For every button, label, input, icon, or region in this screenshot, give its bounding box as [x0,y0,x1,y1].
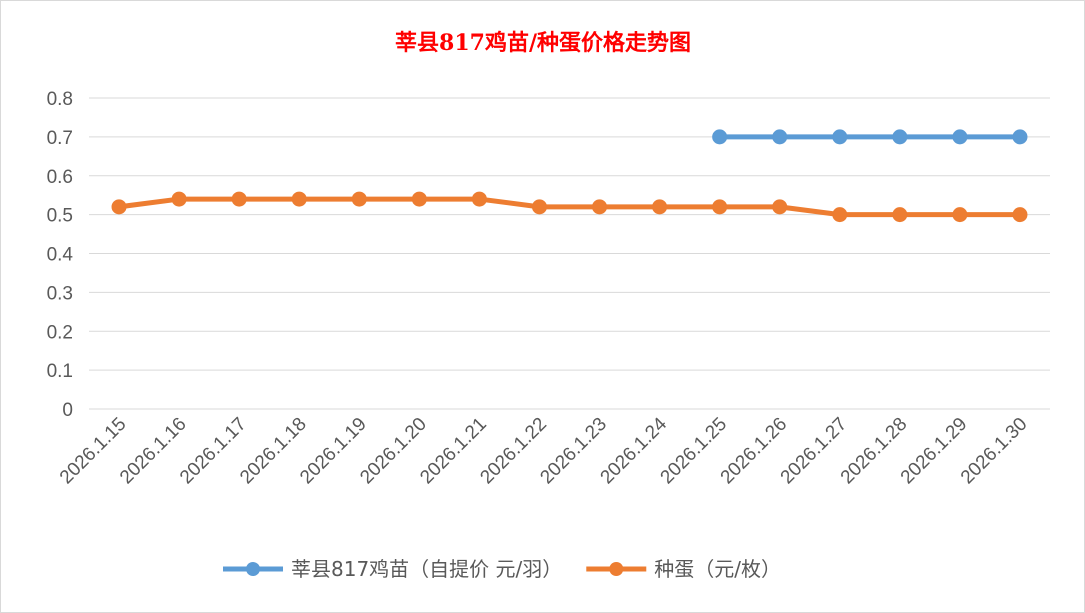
data-point [411,191,427,207]
data-point [171,191,187,207]
data-point [952,207,968,223]
legend-marker-1 [609,562,624,576]
data-point [1012,207,1028,223]
data-point [351,191,367,207]
data-point [892,129,908,145]
y-tick-label: 0.4 [47,245,74,266]
y-tick-label: 0 [62,400,73,421]
y-tick-label: 0.1 [47,361,73,382]
data-point [712,129,728,145]
series-lines [111,129,1028,223]
data-point [772,199,788,215]
y-tick-label: 0.5 [47,206,73,227]
x-axis-ticks: 2026.1.152026.1.162026.1.172026.1.182026… [56,413,1032,488]
series-0 [712,129,1028,145]
x-tick-label: 2026.1.30 [957,414,1032,489]
y-axis-ticks: 0 0.1 0.2 0.3 0.4 0.5 0.6 0.7 0.8 [47,89,74,421]
series-line [116,196,1023,218]
series-1 [111,191,1028,223]
y-tick-label: 0.2 [47,322,73,343]
data-point [892,207,908,223]
gridlines [89,97,1050,410]
data-point [1012,129,1028,145]
legend-label-0: 莘县817鸡苗（自提价 元/羽） [291,557,562,581]
data-point [471,191,487,207]
data-point [832,207,848,223]
data-point [952,129,968,145]
data-point [712,199,728,215]
data-point [652,199,668,215]
data-point [592,199,608,215]
y-tick-label: 0.8 [47,89,73,110]
data-point [111,199,127,215]
data-point [832,129,848,145]
data-point [772,129,788,145]
y-tick-label: 0.6 [47,167,73,188]
legend-label-1: 种蛋（元/枚） [654,557,781,581]
data-point [231,191,247,207]
y-tick-label: 0.7 [47,128,73,149]
data-point [291,191,307,207]
data-point [531,199,547,215]
legend: 莘县817鸡苗（自提价 元/羽） 种蛋（元/枚） [223,557,781,581]
legend-marker-0 [246,562,260,576]
y-tick-label: 0.3 [47,283,73,304]
chart-title: 莘县817鸡苗/种蛋价格走势图 [395,30,691,56]
